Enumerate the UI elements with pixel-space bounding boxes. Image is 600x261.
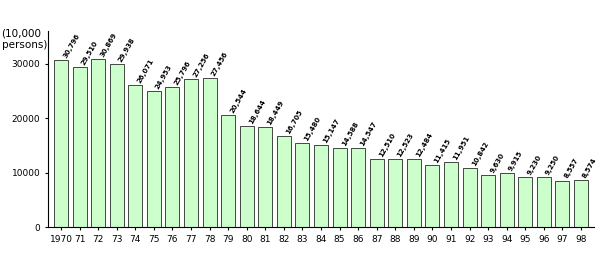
Text: 14,547: 14,547 — [359, 120, 378, 147]
Bar — [500, 173, 514, 227]
Text: 25,796: 25,796 — [173, 60, 192, 86]
Bar — [54, 60, 68, 227]
Bar — [537, 177, 551, 227]
Text: 24,953: 24,953 — [155, 64, 173, 90]
Bar — [425, 165, 439, 227]
Bar — [240, 126, 254, 227]
Text: 20,544: 20,544 — [229, 88, 248, 114]
Text: 18,449: 18,449 — [266, 99, 285, 126]
Bar — [556, 181, 569, 227]
Bar — [128, 85, 142, 227]
Text: 27,256: 27,256 — [192, 52, 211, 78]
Text: 8,557: 8,557 — [563, 157, 580, 180]
Text: 12,510: 12,510 — [377, 132, 396, 158]
Text: 10,842: 10,842 — [470, 140, 489, 167]
Text: 12,484: 12,484 — [415, 132, 434, 158]
Bar — [351, 148, 365, 227]
Bar — [407, 159, 421, 227]
Text: 30,869: 30,869 — [99, 32, 118, 58]
Text: 26,071: 26,071 — [136, 58, 155, 84]
Text: 11,951: 11,951 — [452, 135, 470, 161]
Bar — [295, 143, 310, 227]
Bar — [481, 175, 495, 227]
Text: 15,147: 15,147 — [322, 117, 341, 144]
Bar — [388, 159, 402, 227]
Bar — [574, 180, 588, 227]
Bar — [110, 64, 124, 227]
Bar — [332, 148, 347, 227]
Text: 29,938: 29,938 — [118, 37, 136, 63]
Bar — [166, 87, 179, 227]
Bar — [91, 59, 105, 227]
Text: 30,796: 30,796 — [62, 32, 80, 58]
Text: 9,230: 9,230 — [526, 154, 542, 176]
Text: 9,630: 9,630 — [489, 151, 505, 174]
Bar — [277, 136, 291, 227]
Text: 8,574: 8,574 — [582, 157, 598, 179]
Bar — [518, 177, 532, 227]
Text: 14,588: 14,588 — [341, 120, 359, 147]
Text: 27,456: 27,456 — [211, 50, 229, 77]
Text: 15,480: 15,480 — [304, 115, 322, 142]
Bar — [370, 159, 383, 227]
Text: 9,250: 9,250 — [545, 154, 561, 176]
Text: 16,705: 16,705 — [285, 109, 304, 135]
Bar — [221, 115, 235, 227]
Bar — [73, 67, 86, 227]
Bar — [463, 168, 476, 227]
Bar — [444, 162, 458, 227]
Bar — [259, 127, 272, 227]
Text: (10,000
persons): (10,000 persons) — [2, 29, 47, 50]
Text: 11,415: 11,415 — [433, 138, 452, 164]
Text: 18,644: 18,644 — [248, 98, 266, 124]
Text: 12,523: 12,523 — [396, 132, 415, 158]
Text: 9,915: 9,915 — [508, 150, 524, 172]
Bar — [203, 78, 217, 227]
Text: 29,510: 29,510 — [80, 39, 99, 66]
Bar — [184, 79, 198, 227]
Bar — [147, 91, 161, 227]
Bar — [314, 145, 328, 227]
